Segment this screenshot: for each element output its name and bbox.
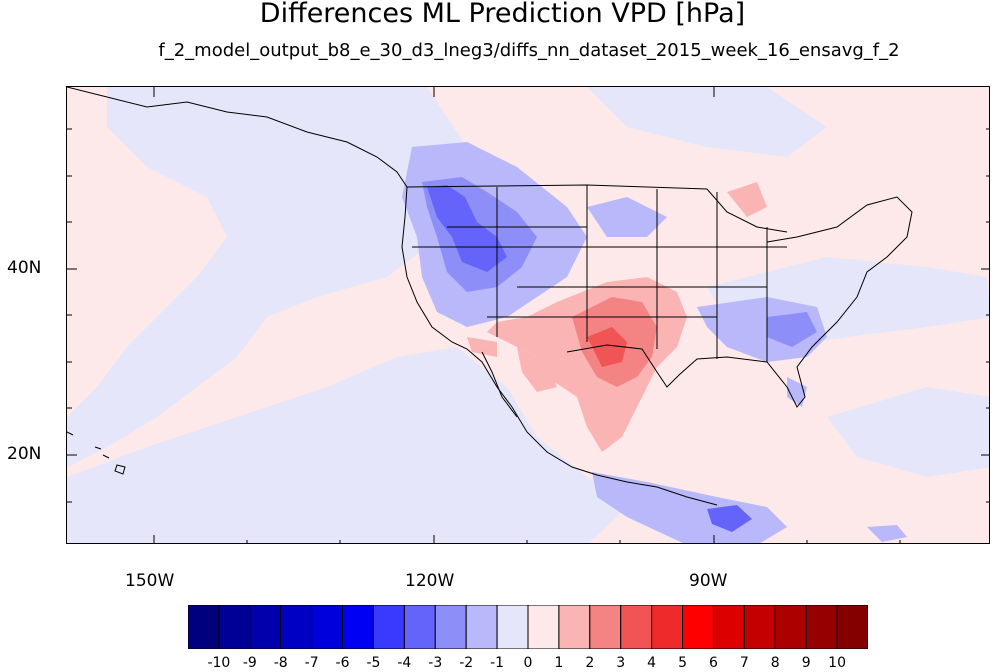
map-title: Differences ML Prediction VPD [hPa] xyxy=(259,0,746,29)
colorbar-label: -5 xyxy=(366,655,381,671)
colorbar-swatch xyxy=(311,605,344,649)
colorbar-swatch xyxy=(372,605,405,649)
colorbar-swatch xyxy=(774,605,807,649)
colorbar-label: 1 xyxy=(554,655,564,671)
hawaii-islands xyxy=(67,431,126,475)
colorbar-label: 3 xyxy=(616,655,626,671)
central-america-negative-field xyxy=(592,472,907,543)
axis-ticks xyxy=(67,87,989,543)
colorbar-label: 6 xyxy=(708,655,718,671)
colorbar-label: 9 xyxy=(801,655,811,671)
colorbar-swatch xyxy=(620,605,653,649)
colorbar-label: 8 xyxy=(770,655,780,671)
y-tick-label-40n: 40N xyxy=(7,258,42,278)
colorbar-swatch xyxy=(682,605,714,649)
colorbar xyxy=(188,605,868,649)
colorbar-label: -8 xyxy=(273,655,288,671)
colorbar-label: 2 xyxy=(585,655,595,671)
colorbar-label: 5 xyxy=(678,655,687,671)
map-canvas xyxy=(67,87,989,543)
colorbar-swatch xyxy=(280,605,313,649)
colorbar-swatch xyxy=(527,605,560,649)
colorbar-swatch xyxy=(836,605,868,649)
x-tick-label-90w: 90W xyxy=(689,571,728,591)
x-tick-label-120w: 120W xyxy=(405,571,455,591)
colorbar-swatch xyxy=(465,605,498,649)
colorbar-label: -1 xyxy=(490,655,505,671)
coastlines-and-borders xyxy=(67,87,913,506)
colorbar-swatch xyxy=(403,605,436,649)
colorbar-swatch xyxy=(805,605,838,649)
colorbar-swatch xyxy=(218,605,251,649)
texas-positive-field xyxy=(467,182,767,452)
colorbar-label: -10 xyxy=(207,655,231,671)
colorbar-label: 7 xyxy=(739,655,749,671)
west-us-negative-field xyxy=(402,142,667,327)
colorbar-swatch xyxy=(249,605,282,649)
colorbar-swatch xyxy=(712,605,745,649)
colorbar-label: -7 xyxy=(304,655,319,671)
colorbar-label: -4 xyxy=(397,655,412,671)
colorbar-label: 0 xyxy=(523,655,533,671)
colorbar-swatch xyxy=(342,605,374,649)
map-subtitle: f_2_model_output_b8_e_30_d3_lneg3/diffs_… xyxy=(158,40,900,61)
colorbar-swatch xyxy=(558,605,591,649)
colorbar-label: -9 xyxy=(242,655,257,671)
colorbar-swatch xyxy=(496,605,529,649)
colorbar-label: 10 xyxy=(828,655,846,671)
colorbar-swatch xyxy=(434,605,467,649)
colorbar-swatch xyxy=(188,605,220,649)
map-plot-area xyxy=(66,86,990,544)
colorbar-label: 4 xyxy=(647,655,657,671)
colorbar-swatch xyxy=(651,605,684,649)
colorbar-label: -6 xyxy=(335,655,350,671)
y-tick-label-20n: 20N xyxy=(7,444,42,464)
pacific-negative-field xyxy=(67,87,989,543)
colorbar-swatch xyxy=(743,605,776,649)
colorbar-label: -3 xyxy=(428,655,443,671)
colorbar-label: -2 xyxy=(459,655,474,671)
colorbar-swatch xyxy=(589,605,622,649)
x-tick-label-150w: 150W xyxy=(125,571,175,591)
